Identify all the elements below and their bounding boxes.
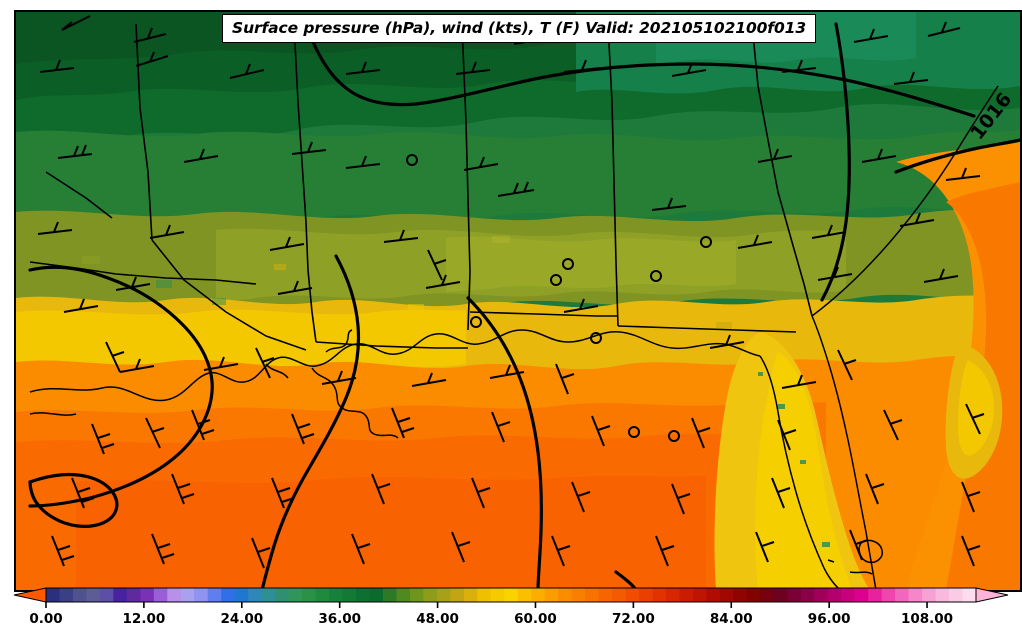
colorbar-swatch [288,588,303,602]
colorbar-swatch [666,588,681,602]
colorbar-ticks [45,602,928,608]
colorbar-tick-label: 24.00 [220,611,263,627]
colorbar-swatch [841,588,856,602]
colorbar-tick-label: 48.00 [416,611,459,627]
colorbar-swatch [517,588,532,602]
colorbar-tick-label: 96.00 [808,611,851,627]
colorbar-swatch [180,588,195,602]
colorbar-swatch [59,588,74,602]
colorbar-swatch [261,588,276,602]
map-boundaries [29,23,813,351]
colorbar-swatch [436,588,451,602]
colorbar-swatch [477,588,492,602]
colorbar-under-arrow [13,587,47,603]
colorbar-swatch [409,588,424,602]
colorbar-swatch [652,588,667,602]
colorbar-swatch [234,588,249,602]
colorbar-swatch [423,588,438,602]
colorbar-swatch [935,588,950,602]
colorbar-swatch [153,588,168,602]
colorbar-tick-labels: 0.00 12.00 24.00 36.00 48.00 60.00 72.00 84.00 9… [29,611,953,627]
colorbar-swatch [571,588,586,602]
colorbar-swatch [194,588,209,602]
colorbar-swatch [356,588,371,602]
colorbar-swatch [315,588,330,602]
colorbar-swatch [922,588,937,602]
colorbar-swatch [369,588,384,602]
colorbar-swatch [86,588,101,602]
colorbar-swatch [827,588,842,602]
colorbar-swatch [46,588,61,602]
colorbar-swatch [949,588,964,602]
colorbar-swatch [625,588,640,602]
colorbar-swatch [639,588,654,602]
colorbar-swatch [450,588,465,602]
colorbar-swatches [46,588,977,602]
colorbar-svg: 0.00 12.00 24.00 36.00 48.00 60.00 72.00 84.00 9… [13,587,1009,627]
colorbar-swatch [531,588,546,602]
colorbar-swatch [692,588,708,602]
colorbar-swatch [908,588,923,602]
colorbar-swatch [746,588,761,602]
map-title: Surface pressure (hPa), wind (kts), T (F… [232,19,807,37]
colorbar-swatch [302,588,317,602]
temperature-field [16,12,1020,590]
colorbar-swatch [881,588,896,602]
map-title-box: Surface pressure (hPa), wind (kts), T (F… [222,14,817,43]
colorbar-swatch [612,588,627,602]
colorbar-swatch [814,588,829,602]
pressure-isobars [28,22,1020,590]
colorbar-tick-label: 0.00 [29,611,62,627]
colorbar-swatch [962,588,977,602]
colorbar-swatch [800,588,815,602]
colorbar-swatch [558,588,573,602]
colorbar-over-arrow [975,587,1009,603]
colorbar-swatch [329,588,344,602]
colorbar-swatch [868,588,883,602]
colorbar-swatch [733,588,748,602]
map-canvas: 1016 [16,12,1020,590]
colorbar-tick-label: 72.00 [612,611,655,627]
coastline [29,85,999,590]
colorbar-swatch [396,588,411,602]
colorbar-swatch [760,588,775,602]
colorbar-swatch [490,588,505,602]
colorbar-tick-label: 108.00 [901,611,953,627]
colorbar-tick-label: 12.00 [123,611,166,627]
colorbar-swatch [342,588,357,602]
colorbar-swatch [585,588,600,602]
colorbar: 0.00 12.00 24.00 36.00 48.00 60.00 72.00 84.00 9… [0,586,1022,633]
colorbar-swatch [207,588,222,602]
colorbar-swatch [719,588,734,602]
colorbar-tick-label: 60.00 [514,611,557,627]
colorbar-swatch [895,588,910,602]
colorbar-tick-label: 84.00 [710,611,753,627]
colorbar-swatch [113,588,128,602]
colorbar-swatch [706,588,721,602]
colorbar-swatch [382,588,398,602]
colorbar-swatch [463,588,478,602]
colorbar-swatch [248,588,263,602]
weather-map: 1016 [14,10,1022,592]
colorbar-swatch [140,588,155,602]
colorbar-swatch [679,588,694,602]
colorbar-swatch [99,588,114,602]
colorbar-swatch [72,588,88,602]
colorbar-swatch [598,588,613,602]
colorbar-swatch [773,588,788,602]
colorbar-swatch [504,588,519,602]
colorbar-swatch [126,588,141,602]
colorbar-swatch [275,588,290,602]
colorbar-swatch [167,588,182,602]
wind-barbs [37,15,985,569]
colorbar-tick-label: 36.00 [318,611,361,627]
colorbar-swatch [854,588,869,602]
colorbar-outline [45,587,977,603]
colorbar-swatch [787,588,802,602]
colorbar-swatch [544,588,559,602]
colorbar-swatch [221,588,236,602]
